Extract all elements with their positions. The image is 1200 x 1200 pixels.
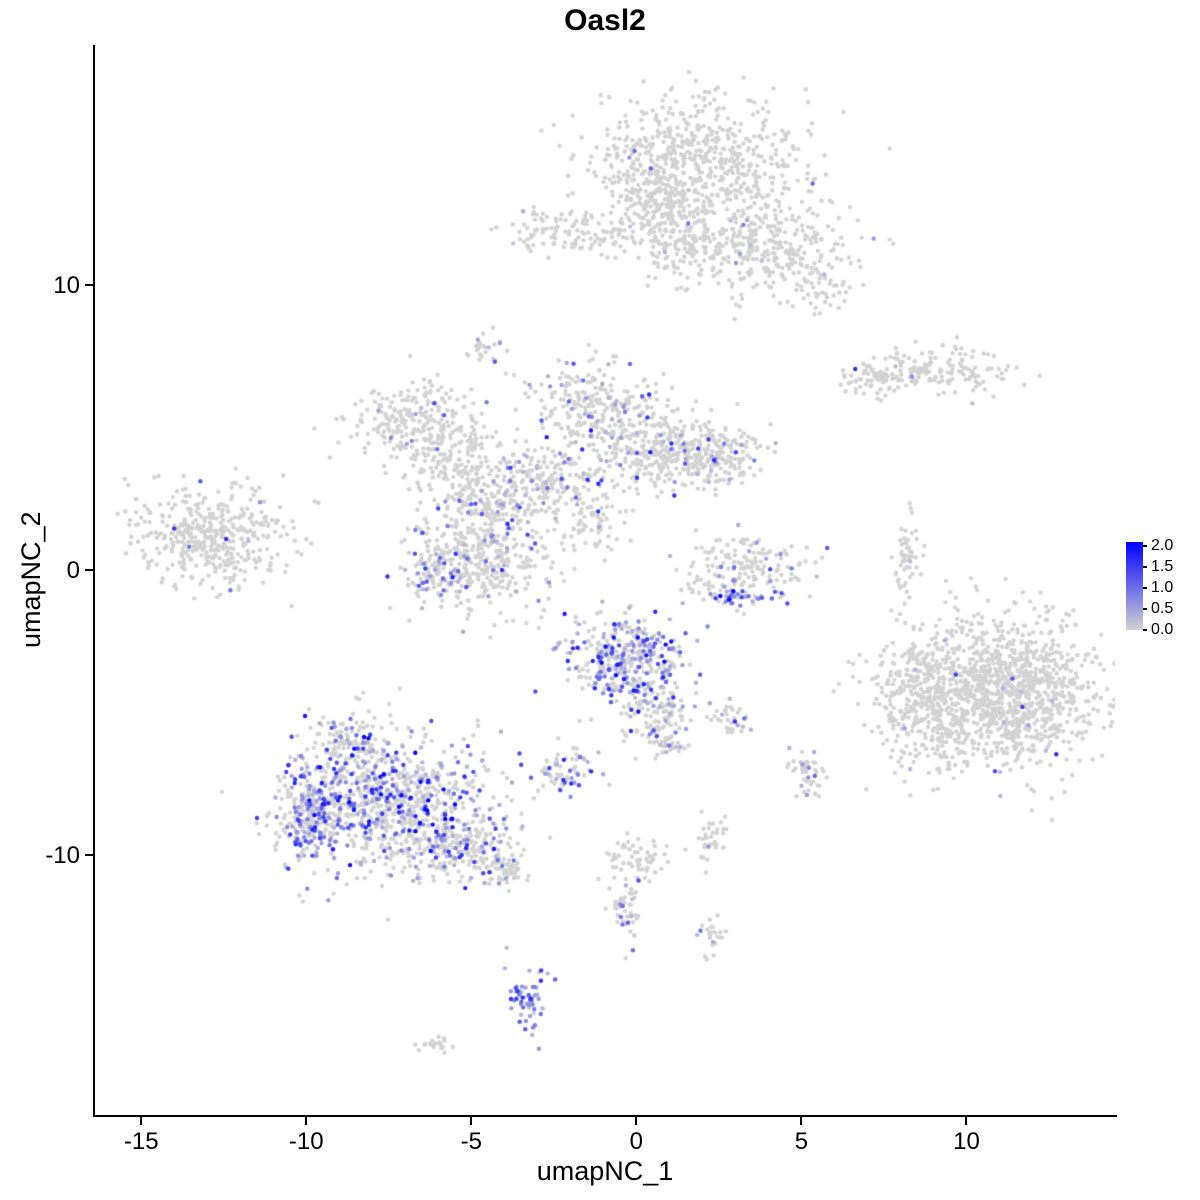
x-axis-title: umapNC_1	[536, 1156, 674, 1186]
legend-tick-label: 0.5	[1151, 600, 1174, 618]
x-tick-mark	[800, 1117, 803, 1125]
plot-title: Oasl2	[564, 4, 646, 37]
y-tick-label: 10	[53, 271, 80, 299]
legend-tick-label: 1.5	[1151, 558, 1174, 576]
x-tick-mark	[965, 1117, 968, 1125]
x-tick-mark	[305, 1117, 308, 1125]
x-tick-mark	[140, 1117, 143, 1125]
x-tick-label: -10	[288, 1128, 324, 1155]
x-tick-label: 5	[794, 1128, 809, 1155]
y-tick-mark	[85, 569, 93, 571]
x-tick-label: -5	[460, 1128, 482, 1155]
legend-colorbar: 2.0 1.5 1.0 0.5 0.0	[1126, 537, 1200, 638]
x-tick-label: 10	[953, 1128, 980, 1155]
y-tick-label: 0	[66, 557, 80, 584]
x-tick-mark	[635, 1117, 638, 1125]
y-tick-mark	[85, 854, 93, 857]
x-tick-mark	[470, 1117, 473, 1125]
x-tick-label: -15	[123, 1128, 159, 1155]
y-tick-mark	[85, 283, 93, 286]
legend-tick-label: 0.0	[1151, 621, 1174, 638]
legend-tick-label: 2.0	[1151, 537, 1174, 555]
plot-panel	[95, 45, 1115, 1115]
legend-gradient-bar	[1126, 542, 1143, 630]
scatter-points-canvas	[95, 45, 1115, 1115]
x-tick-label: 0	[629, 1128, 644, 1155]
x-axis-line	[93, 1115, 1117, 1117]
legend-tick-mark	[1143, 629, 1147, 631]
legend-tick-mark	[1143, 545, 1147, 548]
legend-tick-label: 1.0	[1151, 579, 1174, 597]
legend-tick-mark	[1143, 587, 1147, 590]
legend-tick-mark	[1143, 608, 1147, 611]
y-axis-line	[93, 45, 95, 1117]
legend-tick-mark	[1143, 566, 1147, 569]
y-tick-label: -10	[45, 842, 80, 870]
